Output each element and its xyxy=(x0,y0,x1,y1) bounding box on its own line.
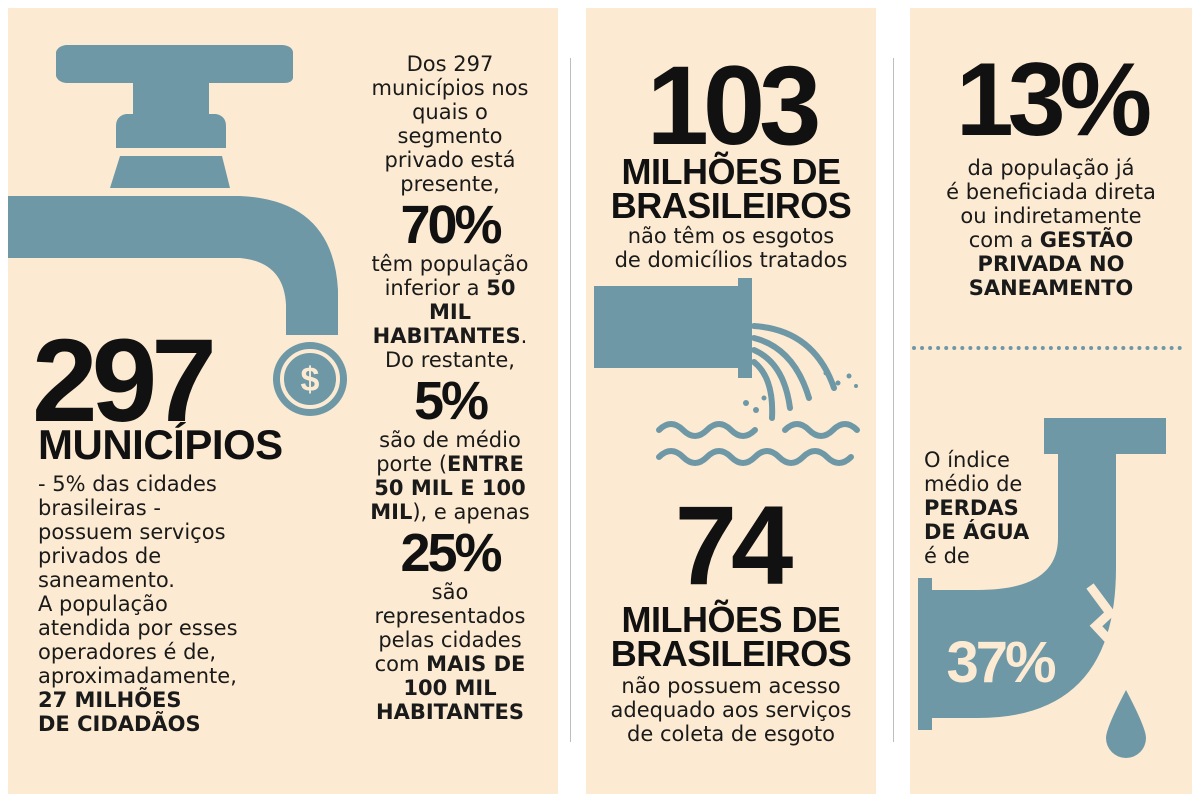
desc-line: adequado aos serviços xyxy=(610,698,852,722)
text-fragment: . xyxy=(520,324,528,348)
milhoes-label-2: MILHÕES DE BRASILEIROS xyxy=(586,599,876,674)
desc-bold-line: DE CIDADÃOS xyxy=(38,712,201,736)
desc-line: não possuem acesso xyxy=(621,674,841,698)
intro-line: segmento xyxy=(397,124,503,148)
desc-line: é de xyxy=(924,544,970,568)
water-drop-icon xyxy=(1106,690,1146,758)
text-fragment: inferior a xyxy=(384,276,480,300)
municipios-description: - 5% das cidades brasileiras - possuem s… xyxy=(38,472,298,736)
bold-fragment: 50 xyxy=(486,276,516,300)
text-line: MIL), e apenas xyxy=(355,500,545,524)
text-line: inferior a 50 xyxy=(355,276,545,300)
text-fragment: com a xyxy=(968,228,1034,252)
text-line: com MAIS DE xyxy=(355,652,545,676)
intro-line: quais o xyxy=(412,100,488,124)
desc-line: privados de xyxy=(38,544,162,568)
intro-line: privado está xyxy=(384,148,516,172)
perdas-agua-description: O índice médio de PERDAS DE ÁGUA é de xyxy=(924,448,1054,568)
desc-line: operadores é de, xyxy=(38,640,217,664)
label-line: BRASILEIROS xyxy=(610,185,852,226)
text-line: são de médio xyxy=(379,428,521,452)
municipios-breakdown: Dos 297 municípios nos quais o segmento … xyxy=(355,52,545,724)
text-line: HABITANTES. xyxy=(355,324,545,348)
water-waves-icon xyxy=(656,421,860,466)
bold-line: 50 MIL E 100 xyxy=(374,476,526,500)
intro-line: municípios nos xyxy=(371,76,529,100)
bold-line: DE ÁGUA xyxy=(924,520,1030,544)
coin-symbol: $ xyxy=(301,361,320,399)
milhoes-label-1: MILHÕES DE BRASILEIROS xyxy=(586,151,876,226)
big-number-297: 297 xyxy=(32,315,217,447)
desc-line: A população xyxy=(38,592,168,616)
intro-line: presente, xyxy=(400,172,500,196)
bold-line: SANEAMENTO xyxy=(968,276,1134,300)
bold-fragment: MAIS DE xyxy=(426,652,526,676)
bold-fragment: HABITANTES xyxy=(372,324,521,348)
desc-line: de coleta de esgoto xyxy=(627,722,835,746)
esgoto-description-1: não têm os esgotos de domicílios tratado… xyxy=(586,224,876,272)
desc-line: não têm os esgotos xyxy=(627,224,835,248)
text-line: têm população xyxy=(371,252,529,276)
bold-line: HABITANTES xyxy=(376,700,524,724)
desc-line: O índice xyxy=(924,448,1010,472)
leaking-pipe-icon: 37% xyxy=(918,418,1166,758)
text-fragment: ), e apenas xyxy=(412,500,530,524)
label-line: BRASILEIROS xyxy=(610,633,852,674)
bold-line: PERDAS xyxy=(924,496,1019,520)
desc-bold-line: 27 MILHÕES xyxy=(38,688,182,712)
desc-line: - 5% das cidades xyxy=(38,472,217,496)
bold-fragment: ENTRE xyxy=(447,452,524,476)
dotted-divider xyxy=(912,346,1182,350)
text-line: porte (ENTRE xyxy=(355,452,545,476)
desc-line: brasileiras - xyxy=(38,496,161,520)
bold-line: 100 MIL xyxy=(403,676,497,700)
coin-icon: $ xyxy=(273,342,347,416)
desc-line: saneamento. xyxy=(38,568,175,592)
gestao-privada-description: da população já é beneficiada direta ou … xyxy=(910,156,1192,300)
bold-fragment: MIL xyxy=(370,500,413,524)
percent-5: 5% xyxy=(413,371,489,431)
sewage-pipe-icon xyxy=(594,278,858,421)
municipios-label: MUNICÍPIOS xyxy=(38,421,283,468)
divider-right xyxy=(893,58,894,742)
desc-line: é beneficiada direta xyxy=(946,180,1156,204)
bold-fragment: GESTÃO xyxy=(1039,228,1134,252)
percent-25: 25% xyxy=(400,523,502,583)
desc-line: de domicílios tratados xyxy=(614,248,848,272)
faucet-icon xyxy=(8,45,338,335)
desc-line: com a GESTÃO xyxy=(910,228,1192,252)
loss-percentage: 37% xyxy=(946,630,1056,695)
text-fragment: com xyxy=(374,652,420,676)
desc-line: atendida por esses xyxy=(38,616,238,640)
text-line: pelas cidades xyxy=(378,628,522,652)
big-number-74: 74 xyxy=(674,483,794,608)
desc-line: ou indiretamente xyxy=(960,204,1142,228)
esgoto-description-2: não possuem acesso adequado aos serviços… xyxy=(586,674,876,746)
label-line: MILHÕES DE xyxy=(621,599,841,640)
panel-esgoto xyxy=(586,8,876,794)
text-line: representados xyxy=(374,604,526,628)
desc-line: aproximadamente, xyxy=(38,664,237,688)
text-line: Do restante, xyxy=(385,348,515,372)
bold-line: MIL xyxy=(428,300,472,324)
divider-left xyxy=(570,58,571,742)
text-fragment: porte ( xyxy=(376,452,448,476)
label-line: MILHÕES DE xyxy=(621,151,841,192)
intro-line: Dos 297 xyxy=(406,52,494,76)
bold-line: PRIVADA NO xyxy=(977,252,1125,276)
big-number-103: 103 xyxy=(646,43,822,168)
text-line: são xyxy=(431,580,469,604)
desc-line: médio de xyxy=(924,472,1023,496)
percent-70: 70% xyxy=(400,195,502,255)
desc-line: da população já xyxy=(967,156,1135,180)
big-number-13-percent: 13% xyxy=(955,42,1152,158)
desc-line: possuem serviços xyxy=(38,520,226,544)
